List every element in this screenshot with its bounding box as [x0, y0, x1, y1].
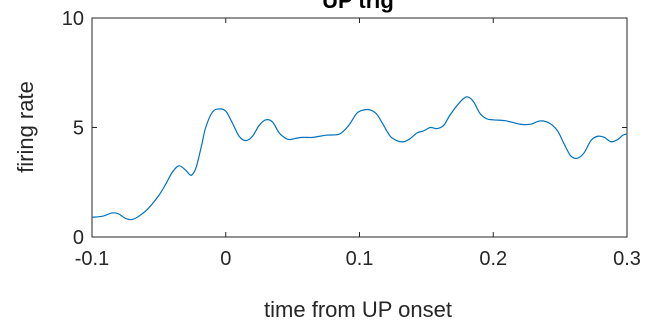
- plot-area: [91, 96, 628, 221]
- x-tick-label: 0.2: [479, 248, 507, 270]
- x-tick-label: 0.1: [346, 248, 374, 270]
- y-tick-label: 10: [62, 8, 84, 30]
- series-line: [91, 96, 628, 221]
- y-tick-label: 5: [73, 118, 84, 140]
- x-tick-label: -0.1: [75, 248, 109, 270]
- axes-box: [91, 17, 628, 238]
- y-tick-label: 0: [73, 227, 84, 249]
- chart-title: UP trig: [322, 0, 394, 13]
- y-axis-label: firing rate: [13, 81, 38, 173]
- axes: [91, 17, 628, 238]
- x-axis-label: time from UP onset: [264, 297, 452, 322]
- x-tick-label: 0.3: [613, 248, 641, 270]
- x-tick-label: 0: [220, 248, 231, 270]
